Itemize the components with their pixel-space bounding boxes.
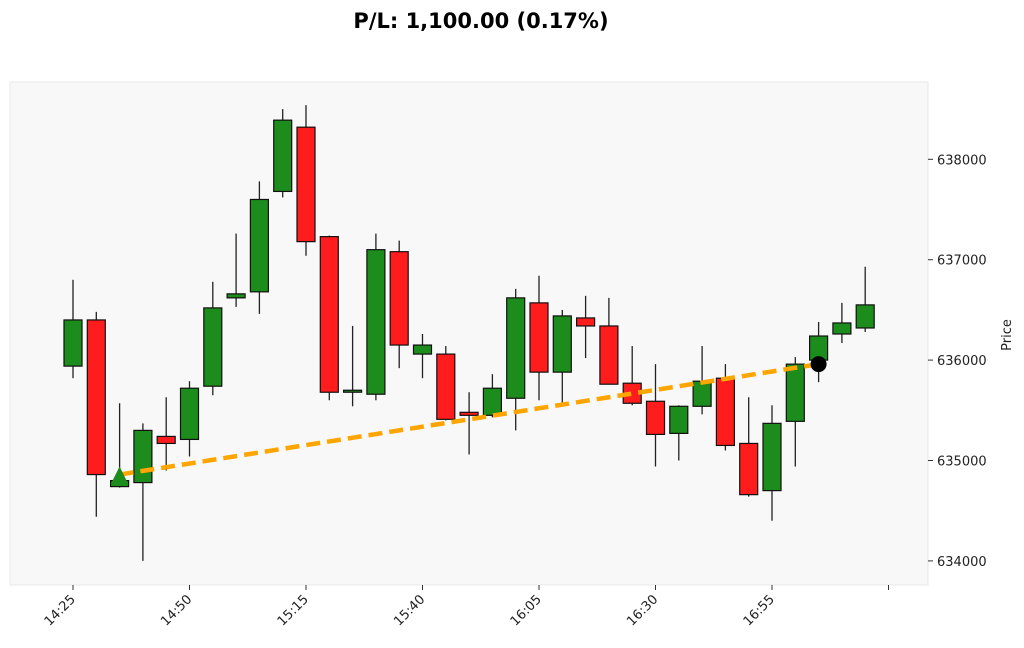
candle-body-up (343, 389, 363, 393)
candle (552, 309, 572, 405)
candle-body-up (552, 315, 572, 373)
candle (459, 392, 479, 455)
candle-body-down (389, 251, 409, 346)
candle (599, 297, 619, 385)
candle (343, 325, 363, 407)
candle-body-up (832, 322, 852, 335)
candle-body-up (63, 319, 83, 367)
candles-layer (63, 105, 875, 561)
x-tick-label: 14:50 (158, 592, 195, 629)
x-tick-label: 16:55 (741, 592, 778, 629)
candle (63, 279, 83, 379)
candle (179, 381, 200, 457)
candle-body-up (669, 405, 689, 434)
candle-body-up (855, 304, 875, 329)
candle-body-up (762, 422, 782, 492)
candle (575, 295, 596, 359)
candle-body-up (692, 380, 712, 407)
y-axis: 634000 635000 636000 637000 638000 (928, 153, 987, 570)
candle (669, 405, 689, 461)
trade-layer (110, 356, 827, 485)
candle-body-up (203, 307, 223, 387)
candle-body-up (785, 363, 805, 422)
candle-body-down (645, 400, 666, 436)
candle-body-up (412, 344, 433, 355)
candle (86, 311, 106, 517)
y-tick-label: 637000 (937, 254, 987, 269)
candle-body-up (249, 198, 269, 293)
candle-body-down (575, 317, 596, 327)
candle-body-up (506, 297, 526, 399)
x-tick-label: 16:05 (508, 592, 545, 629)
candle-body-down (599, 325, 619, 385)
x-tick-label: 15:15 (275, 592, 312, 629)
chart-title: P/L: 1,100.00 (0.17%) (353, 9, 608, 33)
trade-line (119, 361, 819, 477)
candle-body-up (226, 293, 246, 299)
candle-body-down (459, 411, 479, 416)
candle (739, 397, 759, 497)
candle (855, 266, 875, 332)
candle-body-down (319, 236, 339, 393)
candle (436, 346, 456, 421)
x-tick-label: 15:40 (391, 592, 428, 629)
candle (203, 281, 223, 396)
candle (506, 288, 526, 431)
candle (529, 275, 549, 401)
candle (319, 235, 339, 401)
candle-body-down (715, 377, 736, 447)
candle-body-down (529, 302, 549, 373)
candle (482, 374, 502, 418)
candle (366, 233, 386, 401)
exit-marker-icon (810, 356, 827, 373)
y-tick-label: 638000 (937, 153, 987, 168)
candle (785, 357, 805, 467)
x-tick-label: 14:25 (42, 592, 79, 629)
candle (296, 105, 316, 256)
candle (273, 109, 293, 198)
x-axis: 14:25 14:50 15:15 15:40 16:05 16:30 16:55 (42, 585, 889, 629)
candle-body-down (436, 353, 456, 420)
entry-marker-icon (110, 466, 129, 485)
candle (389, 240, 409, 369)
candle-body-down (86, 319, 106, 476)
candle-body-up (482, 387, 502, 416)
y-tick-label: 634000 (937, 555, 987, 570)
candle (645, 364, 666, 467)
candle-body-up (179, 387, 200, 441)
candle-body-up (273, 119, 293, 193)
plot-area (9, 81, 929, 586)
y-axis-label: Price (1000, 319, 1015, 351)
candle (832, 302, 852, 344)
y-tick-label: 635000 (937, 455, 987, 470)
candle (156, 397, 176, 471)
candle-body-down (156, 435, 176, 445)
candle-body-up (133, 429, 153, 484)
x-tick-label: 16:30 (624, 592, 661, 629)
candle (762, 405, 782, 521)
candle-body-down (296, 126, 316, 243)
y-tick-label: 636000 (937, 354, 987, 369)
candle-body-up (366, 249, 386, 395)
candle (249, 181, 269, 314)
candle-body-down (739, 442, 759, 496)
candle (412, 334, 433, 379)
candle (226, 233, 246, 307)
